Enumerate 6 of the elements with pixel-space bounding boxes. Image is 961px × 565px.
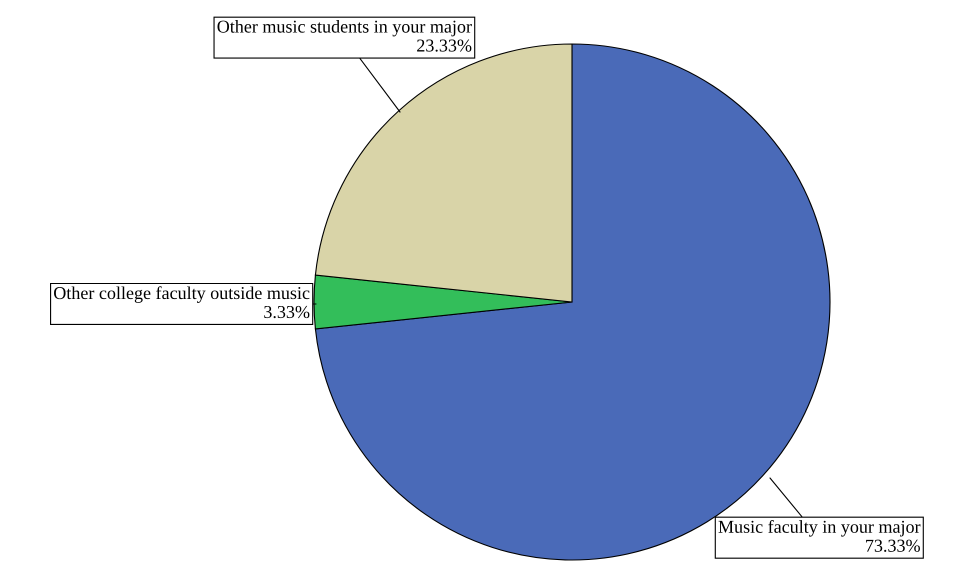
slice-label: Other music students in your major — [217, 20, 472, 36]
data-label: 3.33% — [264, 306, 310, 318]
data-label: 73.33% — [866, 540, 920, 552]
data-label: 23.33% — [417, 39, 472, 52]
slice-label: Other college faculty outside music — [54, 286, 310, 303]
slice-label: Music faculty in your major — [718, 520, 920, 537]
